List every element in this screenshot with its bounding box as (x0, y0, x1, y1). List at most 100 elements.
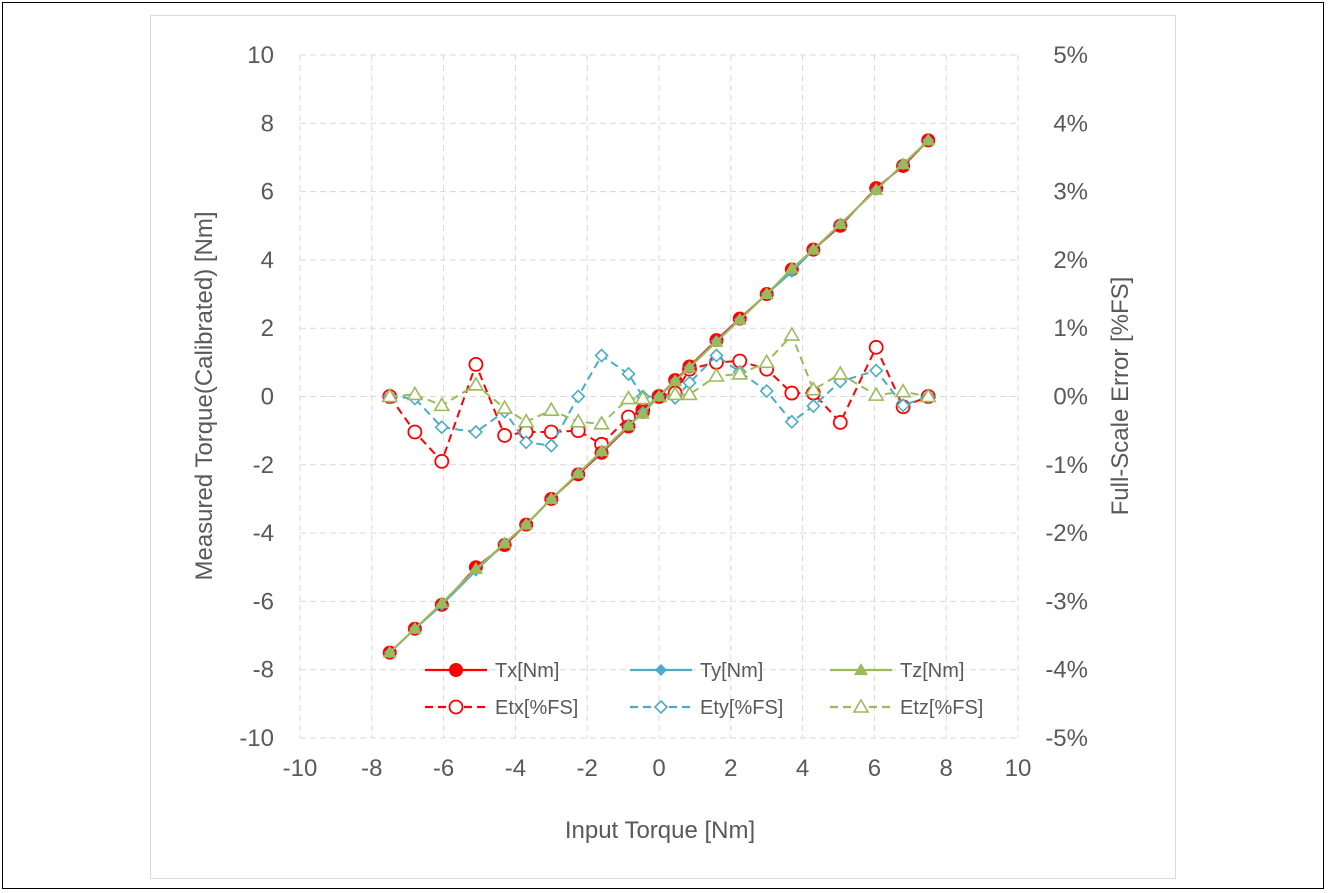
data-point-etz-fs (666, 385, 684, 401)
data-point-tz-nm (407, 621, 422, 634)
data-point-tz-nm (709, 334, 724, 347)
data-point-etx-fs (868, 339, 884, 355)
y2-tick-label: 4% (1053, 110, 1088, 137)
data-point-ety-fs (869, 363, 884, 378)
data-point-ety-fs (594, 348, 609, 363)
x-tick-label: -2 (577, 755, 598, 782)
data-point-etz-fs (681, 385, 698, 401)
data-point-etx-fs (543, 424, 559, 440)
y-tick-label: -8 (253, 657, 274, 684)
y2-tick-label: -5% (1045, 725, 1088, 752)
legend-item-tz-nm: Tz[Nm] (830, 660, 964, 682)
data-point-ety-fs (434, 420, 449, 435)
data-point-tz-nm (544, 491, 559, 504)
legend-item-etx-fs: Etx[%FS] (425, 697, 578, 719)
y-tick-labels: -10 -8 -6 -4 -2 0 2 4 6 8 10 (239, 42, 274, 752)
data-point-etx-fs (434, 453, 450, 469)
data-point-ety-fs (571, 389, 586, 404)
x-tick-labels: -10 -8 -6 -4 -2 0 2 4 6 8 10 (283, 755, 1032, 782)
data-point-etx-fs (497, 428, 513, 443)
legend-label: Tx[Nm] (495, 660, 559, 682)
y-tick-label: 0 (261, 384, 274, 411)
legend-marker (854, 663, 868, 675)
data-point-etz-fs (634, 389, 652, 405)
data-point-tz-nm (635, 406, 650, 419)
data-point-tz-nm (833, 217, 848, 230)
x-tick-label: 10 (1005, 755, 1032, 782)
data-point-tz-nm (784, 261, 799, 274)
data-point-etz-fs (867, 386, 885, 401)
y-tick-label: 2 (261, 315, 274, 342)
data-point-etz-fs (381, 387, 399, 403)
legend-marker (655, 664, 667, 676)
data-point-etx-fs (784, 385, 800, 401)
data-point-ety-fs (759, 383, 774, 399)
chart-frame (150, 15, 1176, 879)
y-axis-label: Measured Torque(Calibrated) [Nm] (191, 211, 218, 580)
data-point-tz-nm (759, 287, 774, 300)
y-tick-label: 4 (261, 247, 274, 274)
data-point-etz-fs (517, 413, 535, 428)
legend-label: Ety[%FS] (700, 697, 783, 719)
y2-tick-label: -1% (1045, 452, 1088, 479)
data-point-etz-fs (433, 396, 451, 412)
data-point-etz-fs (831, 365, 849, 380)
y-tick-label: -2 (253, 452, 274, 479)
series-line-ety-fs (389, 354, 929, 447)
data-point-tz-nm (668, 374, 683, 387)
data-point-tz-nm (732, 312, 747, 325)
data-point-etx-fs (832, 415, 848, 430)
data-point-tz-nm (594, 444, 609, 457)
data-point-tz-nm (519, 517, 534, 530)
data-point-etz-fs (731, 365, 749, 380)
y2-tick-label: -2% (1045, 520, 1088, 547)
data-point-ety-fs (468, 424, 484, 440)
data-point-ety-fs (519, 435, 534, 450)
legend-item-tx-nm: Tx[Nm] (425, 660, 559, 682)
data-point-etz-fs (758, 353, 776, 369)
y-tick-label: 10 (247, 42, 274, 69)
data-point-etz-fs (467, 376, 485, 391)
data-point-etz-fs (783, 326, 801, 341)
y2-tick-label: 2% (1053, 247, 1088, 274)
y-tick-label: -10 (239, 725, 274, 752)
legend-marker (449, 663, 463, 677)
legend-marker (448, 699, 464, 715)
y2-axis-label: Full-Scale Error [%FS] (1107, 277, 1134, 516)
data-point-etx-fs (407, 424, 423, 440)
y2-tick-label: 1% (1053, 315, 1088, 342)
data-point-tz-nm (869, 182, 884, 195)
x-tick-label: -6 (433, 755, 454, 782)
y-tick-label: -6 (253, 588, 274, 615)
data-point-etx-fs (468, 356, 484, 372)
series-line-etx-fs (388, 344, 929, 464)
data-point-ety-fs (621, 366, 636, 382)
data-point-etz-fs (569, 413, 587, 428)
data-point-tz-nm (806, 242, 821, 255)
data-point-etz-fs (919, 387, 937, 403)
data-point-etz-fs (708, 367, 725, 382)
legend-label: Etz[%FS] (900, 697, 983, 719)
legend-label: Ty[Nm] (700, 660, 763, 682)
legend-item-ety-fs: Ety[%FS] (630, 697, 783, 719)
data-point-etz-fs (804, 381, 822, 396)
legend: Tx[Nm] Ty[Nm] Tz[Nm] Etx[%FS] Ety[%FS] Etz[%F… (425, 660, 983, 719)
x-tick-label: 6 (868, 755, 881, 782)
series-tz-nm (382, 133, 936, 658)
x-tick-label: 8 (940, 755, 953, 782)
data-point-ety-fs (709, 348, 724, 363)
y-tick-label: 8 (261, 110, 274, 137)
data-point-tz-nm (497, 536, 512, 549)
legend-label: Etx[%FS] (495, 697, 578, 719)
data-point-tz-nm (571, 466, 586, 479)
data-point-etz-fs (593, 415, 610, 430)
y2-tick-label: 5% (1053, 42, 1088, 69)
data-point-ety-fs (895, 398, 911, 413)
data-point-etz-fs (894, 383, 912, 398)
x-tick-label: -8 (361, 755, 382, 782)
data-point-etz-fs (496, 399, 514, 414)
data-point-ety-fs (784, 414, 799, 429)
y2-tick-label: -4% (1045, 657, 1088, 684)
